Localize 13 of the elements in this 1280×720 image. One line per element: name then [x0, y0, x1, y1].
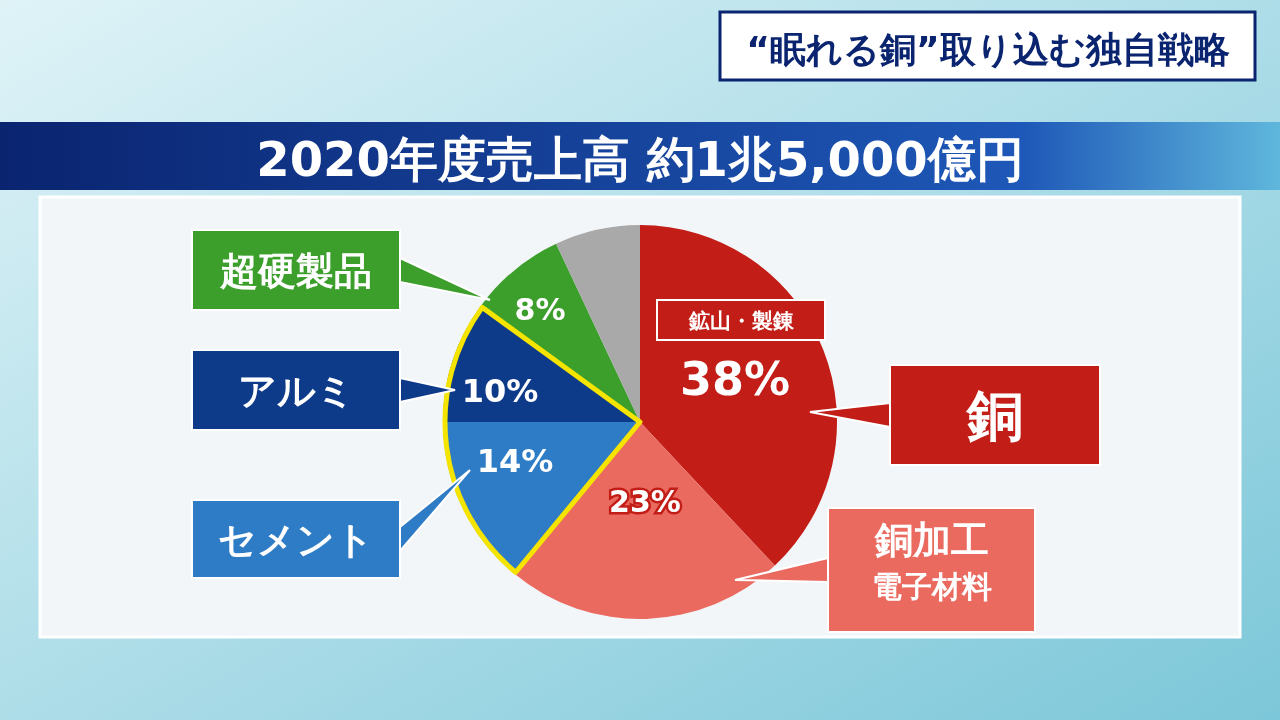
text: 鉱山・製錬 [687, 309, 795, 333]
slice-label: 超硬製品 [219, 249, 372, 293]
chart-title: 2020年度売上高 約1兆5,000億円 [256, 131, 1024, 187]
slice-label: セメント [218, 518, 374, 562]
data-label: 38% [679, 352, 791, 406]
data-label: 14% [476, 442, 554, 480]
slice-label: アルミ [237, 369, 355, 413]
chart-subtitle: “眠れる銅”取り込む独自戦略 [746, 29, 1230, 70]
data-label: 10% [461, 372, 539, 410]
legend-label: 銅加工電子材料 [871, 518, 992, 604]
data-label: 23% [609, 484, 681, 519]
data-label: 8% [514, 292, 566, 327]
legend-label: 銅 [965, 383, 1023, 448]
